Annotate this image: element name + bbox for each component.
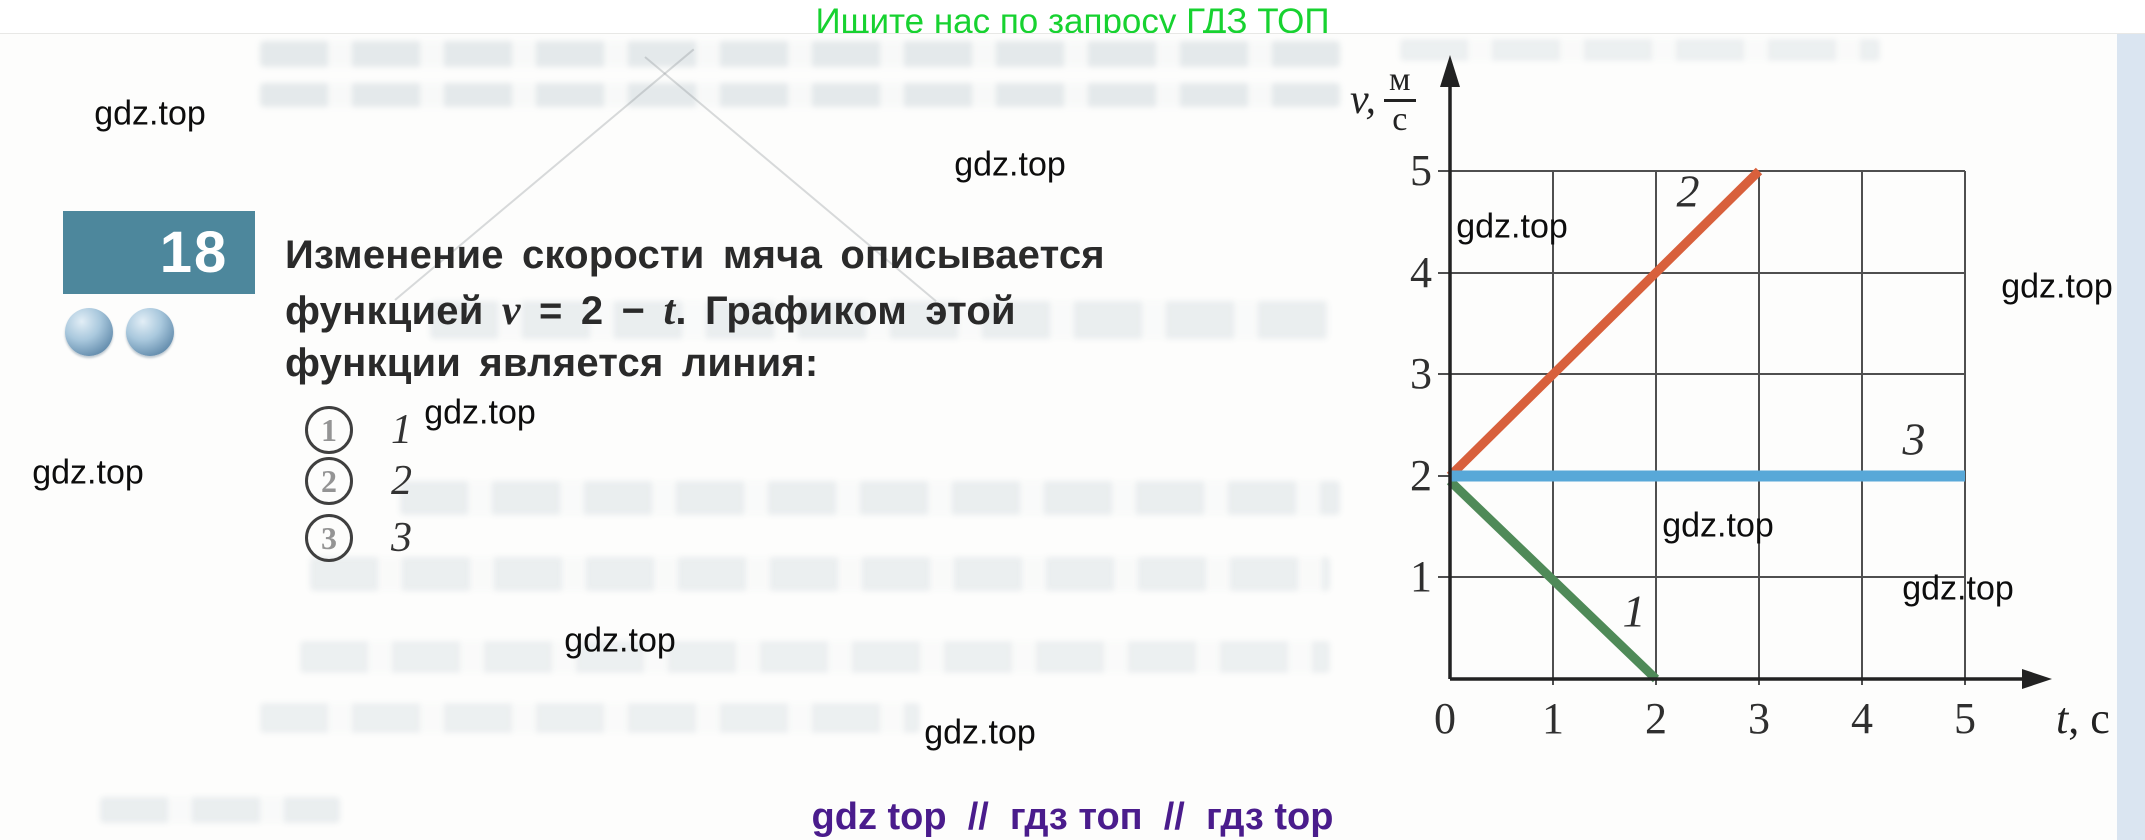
watermark: gdz.top — [1902, 569, 2014, 608]
statement-equation: = 2 − — [520, 289, 664, 333]
math-var-v: v — [501, 288, 521, 334]
watermark: gdz.top — [2001, 267, 2113, 306]
problem-number-badge: 18 — [63, 211, 255, 294]
option-marker-circle: 3 — [305, 514, 353, 562]
velocity-time-graph — [1438, 55, 2052, 689]
watermark: gdz.top — [954, 145, 1066, 184]
x-tick-label: 1 — [1542, 694, 1564, 743]
ghost-text-line — [430, 301, 1330, 339]
y-tick-label: 5 — [1410, 146, 1432, 195]
x-axis-arrow — [2022, 669, 2052, 689]
ghost-text-line — [400, 481, 1340, 515]
y-tick-label: 3 — [1410, 349, 1432, 398]
option-marker-circle: 2 — [305, 457, 353, 505]
answer-option-3: 3 3 — [305, 514, 412, 562]
watermark: gdz.top — [564, 621, 676, 660]
option-value: 2 — [391, 458, 412, 504]
statement-line-2: функцией v = 2 − t. Графиком этой — [285, 287, 1016, 335]
statement-text: . Графиком этой — [675, 289, 1016, 333]
x-axis-label: t, с — [2056, 693, 2110, 744]
watermark: gdz.top — [1456, 207, 1568, 246]
watermark: gdz.top — [1662, 506, 1774, 545]
y-axis-arrow — [1440, 55, 1460, 87]
ghost-text-line — [310, 557, 1330, 591]
ghost-text-line — [300, 641, 1330, 673]
x-tick-label: 2 — [1645, 694, 1667, 743]
difficulty-ball — [65, 308, 113, 356]
problem-number: 18 — [159, 220, 229, 285]
line-label-1: 1 — [1622, 585, 1646, 637]
ghost-text-line — [260, 41, 1340, 67]
statement-line-1: Изменение скорости мяча описывается — [285, 233, 1105, 277]
unit-numerator: м — [1384, 61, 1416, 102]
difficulty-ball — [126, 308, 174, 356]
graph-line-1-green — [1446, 477, 1660, 683]
y-axis-unit-fraction: м с — [1384, 61, 1416, 138]
line-label-3: 3 — [1902, 413, 1926, 465]
statement-line-3: функции является линия: — [285, 341, 819, 385]
scanned-page: 18 Изменение скорости мяча описывается ф… — [0, 33, 2145, 840]
x-axis-variable: t — [2056, 694, 2069, 743]
x-tick-label: 3 — [1748, 694, 1770, 743]
answer-option-1: 1 1 — [305, 406, 412, 454]
x-axis-unit: , с — [2068, 694, 2110, 743]
math-var-t: t — [663, 288, 676, 334]
watermark: gdz.top — [424, 393, 536, 432]
watermark: gdz.top — [32, 453, 144, 492]
ghost-text-line — [260, 703, 920, 733]
ghost-text-line — [1400, 39, 1880, 61]
statement-text: функцией — [285, 289, 502, 333]
line-label-2: 2 — [1676, 165, 1700, 217]
watermark: gdz.top — [94, 94, 206, 133]
graph-line-2-red — [1446, 167, 1763, 480]
option-value: 1 — [391, 407, 412, 453]
answer-option-2: 2 2 — [305, 457, 412, 505]
y-axis-variable: v, — [1350, 77, 1377, 124]
y-tick-label: 1 — [1410, 552, 1432, 601]
watermark: gdz.top — [924, 713, 1036, 752]
footer-promo-text: gdz top // гдз топ // гдз top — [811, 796, 1334, 838]
unit-denominator: с — [1392, 100, 1408, 138]
x-tick-label: 5 — [1954, 694, 1976, 743]
ghost-text-line — [100, 797, 340, 823]
y-tick-label: 4 — [1410, 248, 1432, 297]
page-edge-strip — [2117, 34, 2145, 840]
x-tick-label: 4 — [1851, 694, 1873, 743]
x-tick-label: 0 — [1434, 694, 1456, 743]
ghost-text-line — [260, 83, 1340, 107]
option-value: 3 — [391, 515, 412, 561]
y-tick-label: 2 — [1410, 451, 1432, 500]
option-marker-circle: 1 — [305, 406, 353, 454]
y-axis-label: v, м с — [1350, 61, 1416, 138]
